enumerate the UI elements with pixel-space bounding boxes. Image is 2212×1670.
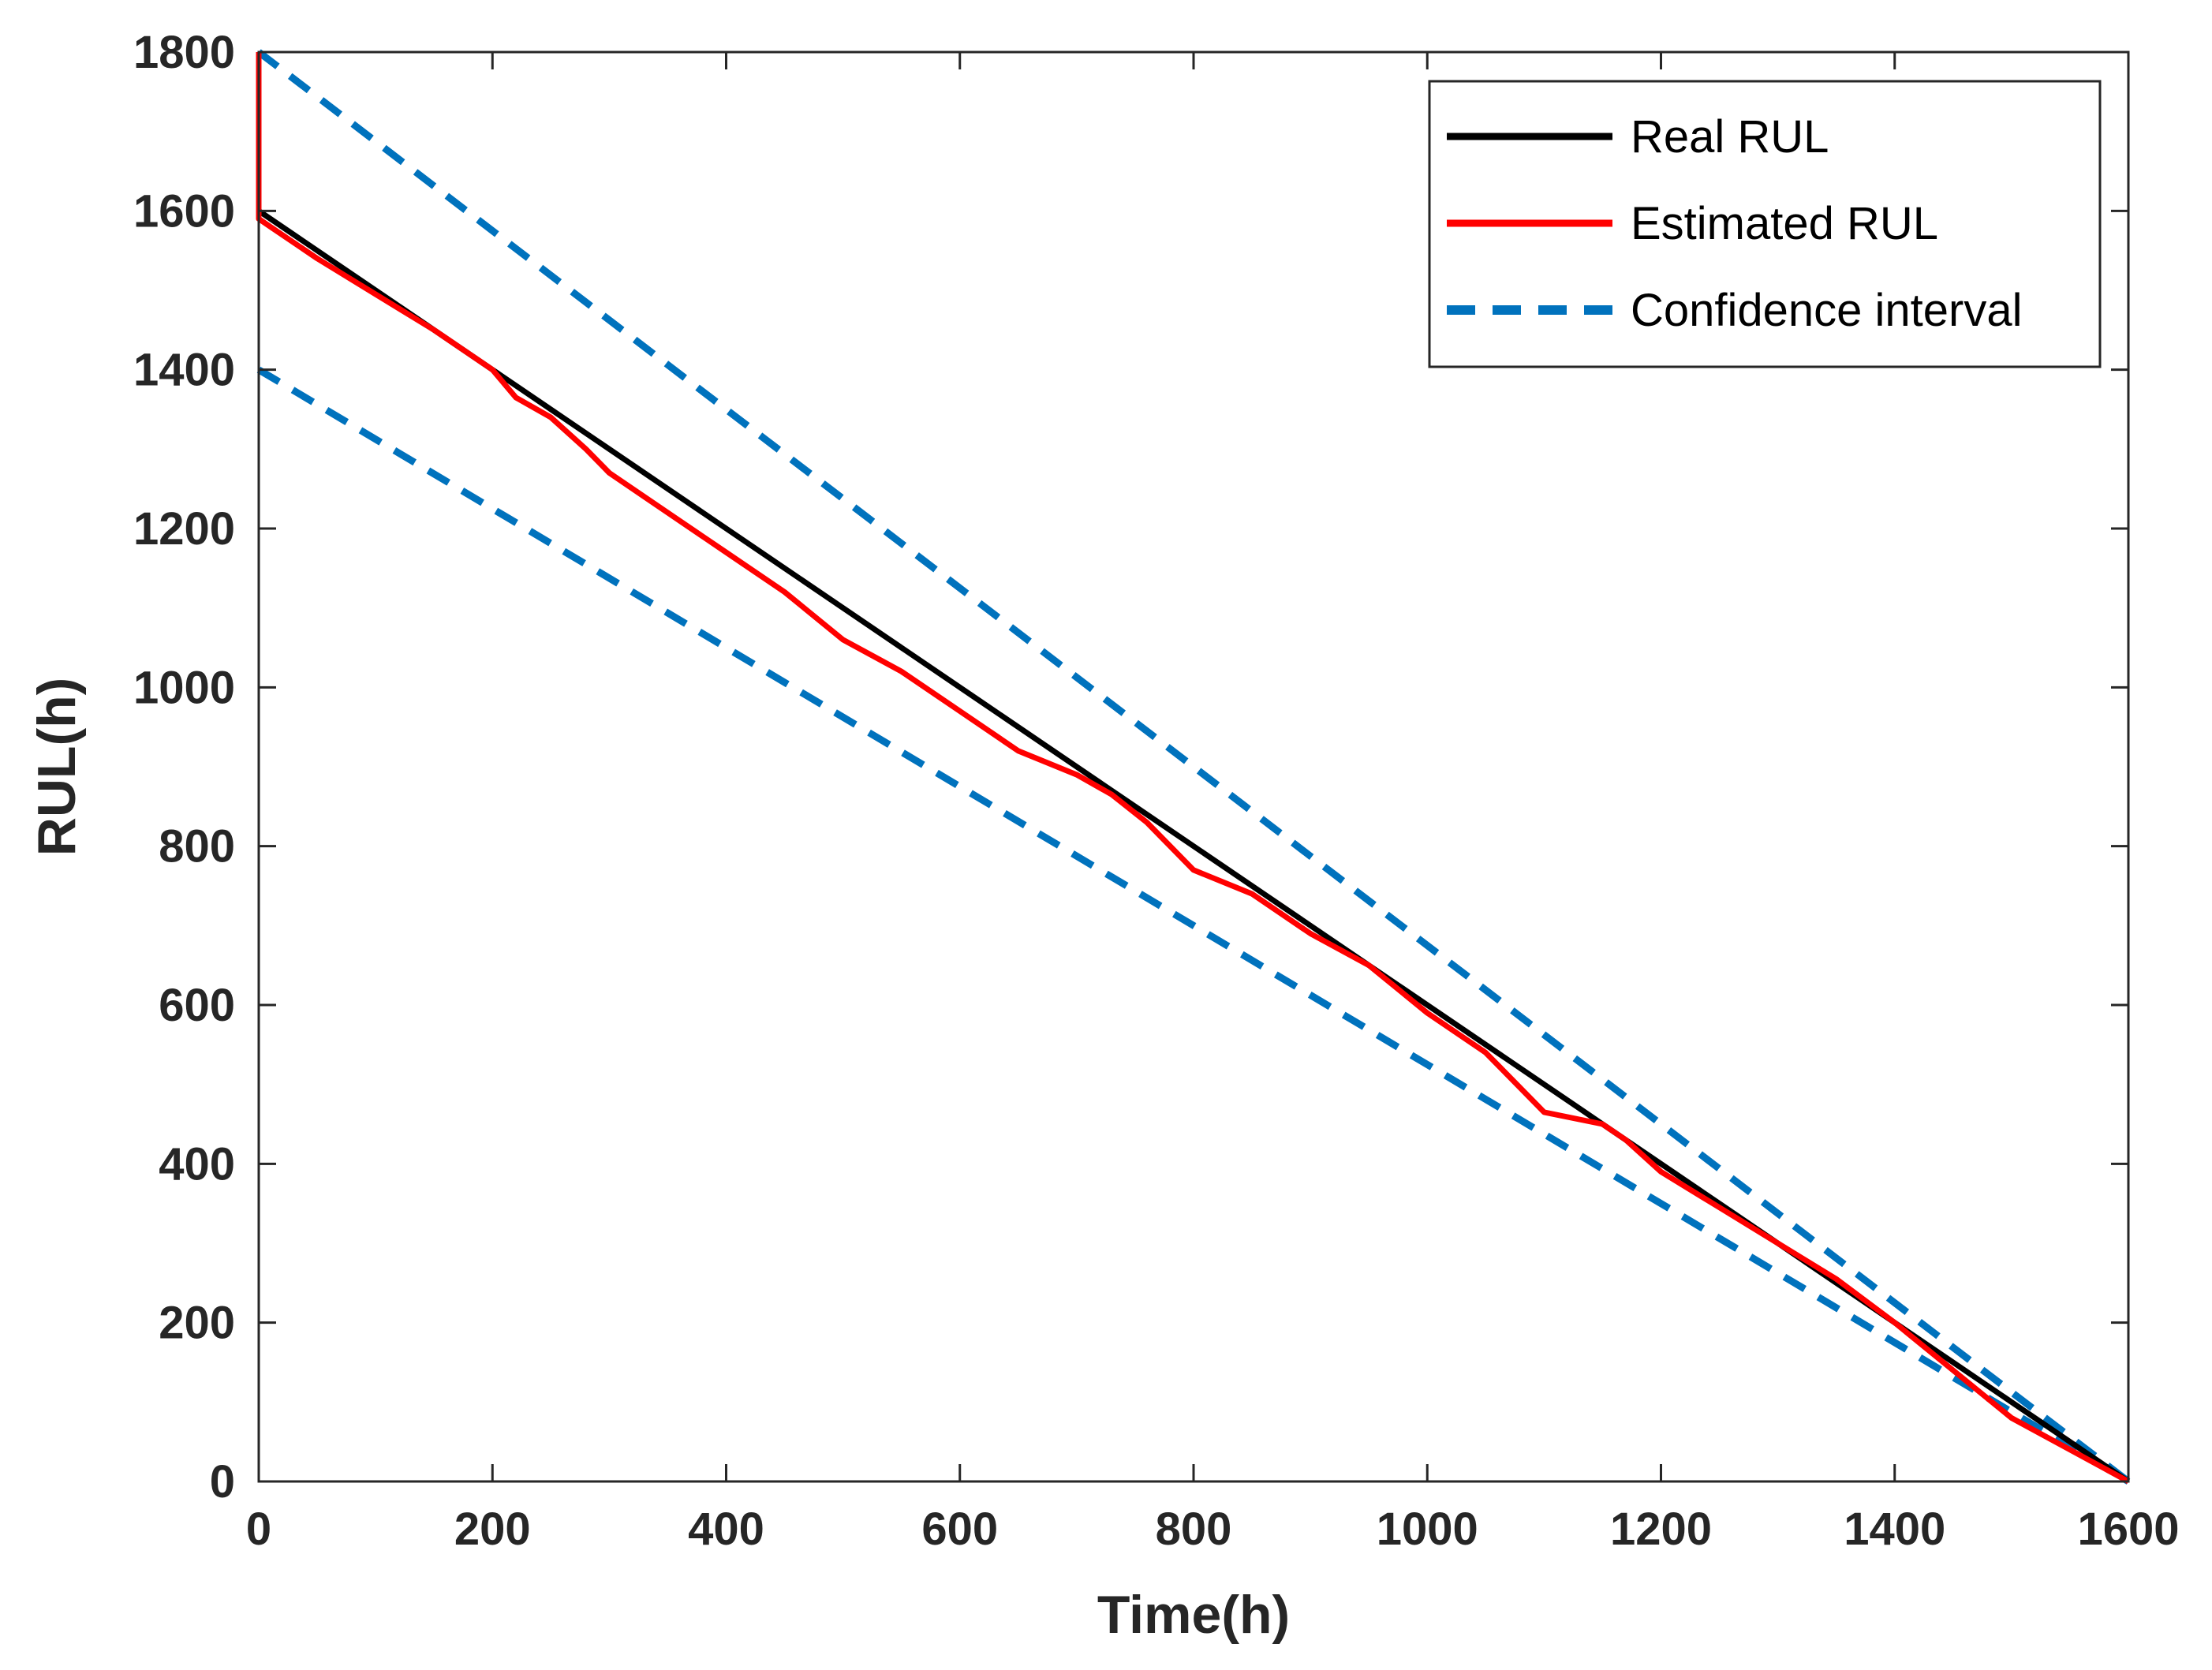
x-tick-label: 1600 [2077,1504,2179,1555]
legend-label: Confidence interval [1631,285,2023,336]
y-tick-label: 0 [210,1456,235,1507]
y-tick-label: 1800 [133,27,235,78]
x-tick-label: 1400 [1844,1504,1945,1555]
x-tick-label: 0 [246,1504,271,1555]
x-tick-label: 400 [688,1504,764,1555]
x-tick-label: 600 [921,1504,998,1555]
y-tick-label: 1400 [133,345,235,396]
y-tick-label: 1600 [133,185,235,237]
plot-area-frame [257,50,2130,1483]
x-tick-label: 1200 [1610,1504,1712,1555]
y-tick-label: 600 [159,980,235,1031]
series-layer [256,49,2131,1485]
legend-label: Estimated RUL [1631,198,1938,249]
y-tick-label: 800 [159,821,235,872]
y-axis-label: RUL(h) [27,678,87,857]
legend: Real RUL Estimated RUL Confidence interval [1428,80,2102,368]
y-tick-label: 200 [159,1298,235,1349]
y-tick-label: 400 [159,1138,235,1190]
series-line-estimated-rul [256,52,2130,1485]
x-tick-label: 800 [1156,1504,1232,1555]
ticks-layer: 0 200 400 600 800 1000 1200 1400 1600 0 200 400 600 8… [133,27,2180,1555]
x-tick-label: 1000 [1377,1504,1478,1555]
y-tick-label: 1200 [133,503,235,555]
x-tick-label: 200 [454,1504,531,1555]
y-tick-label: 1000 [133,662,235,713]
legend-label: Real RUL [1631,111,1829,163]
x-axis-label: Time(h) [1097,1585,1290,1645]
series-line-lower-bound [256,366,2131,1485]
